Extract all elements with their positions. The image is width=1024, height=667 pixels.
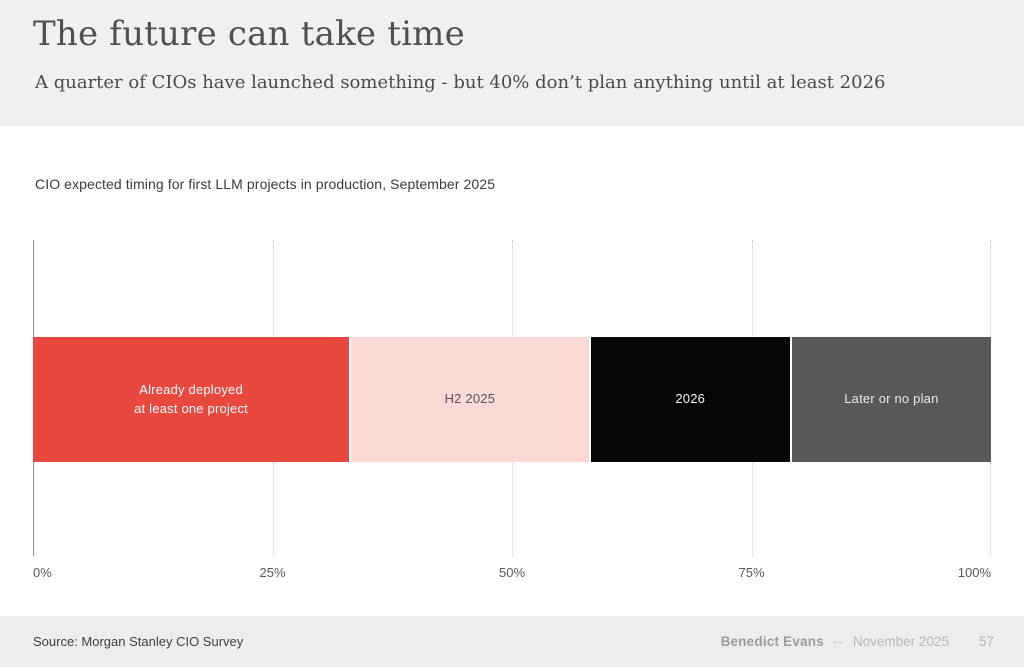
footer-author: Benedict Evans — [720, 634, 824, 649]
x-tick-label: 100% — [957, 565, 991, 580]
slide-subtitle: A quarter of CIOs have launched somethin… — [35, 72, 886, 93]
chart-title: CIO expected timing for first LLM projec… — [35, 176, 496, 192]
source-note: Source: Morgan Stanley CIO Survey — [33, 634, 244, 649]
x-tick-label: 50% — [498, 565, 526, 580]
bar-segment: H2 2025 — [349, 337, 589, 462]
bar-segment-label: 2026 — [675, 391, 706, 407]
page-number: 57 — [978, 634, 994, 649]
footer-attribution: Benedict Evans -- November 2025 57 — [721, 634, 994, 649]
slide-header: The future can take time A quarter of CI… — [0, 0, 1024, 126]
bar-segment: Later or no plan — [789, 337, 991, 462]
bar-segment-label: Already deployed — [139, 381, 243, 397]
chart-plot-area: Already deployed at least one project H2 2… — [33, 240, 991, 556]
footer-separator: -- — [832, 634, 844, 649]
x-tick-label: 75% — [738, 565, 765, 580]
slide-footer: Source: Morgan Stanley CIO Survey Benedi… — [0, 616, 1024, 667]
stacked-bar: Already deployed at least one project H2 2… — [33, 337, 991, 462]
bar-segment-label: Later or no plan — [844, 391, 939, 407]
x-axis-labels: 0% 25% 50% 75% 100% — [33, 565, 991, 583]
footer-date: November 2025 — [852, 634, 949, 649]
bar-segment: Already deployed at least one project — [33, 337, 350, 462]
bar-segment: 2026 — [588, 337, 790, 462]
slide-title: The future can take time — [33, 14, 465, 54]
bar-segment-label: H2 2025 — [444, 391, 496, 407]
bar-segment-label: at least one project — [134, 400, 248, 416]
x-tick-label: 25% — [259, 565, 286, 580]
x-tick-label: 0% — [33, 565, 52, 580]
